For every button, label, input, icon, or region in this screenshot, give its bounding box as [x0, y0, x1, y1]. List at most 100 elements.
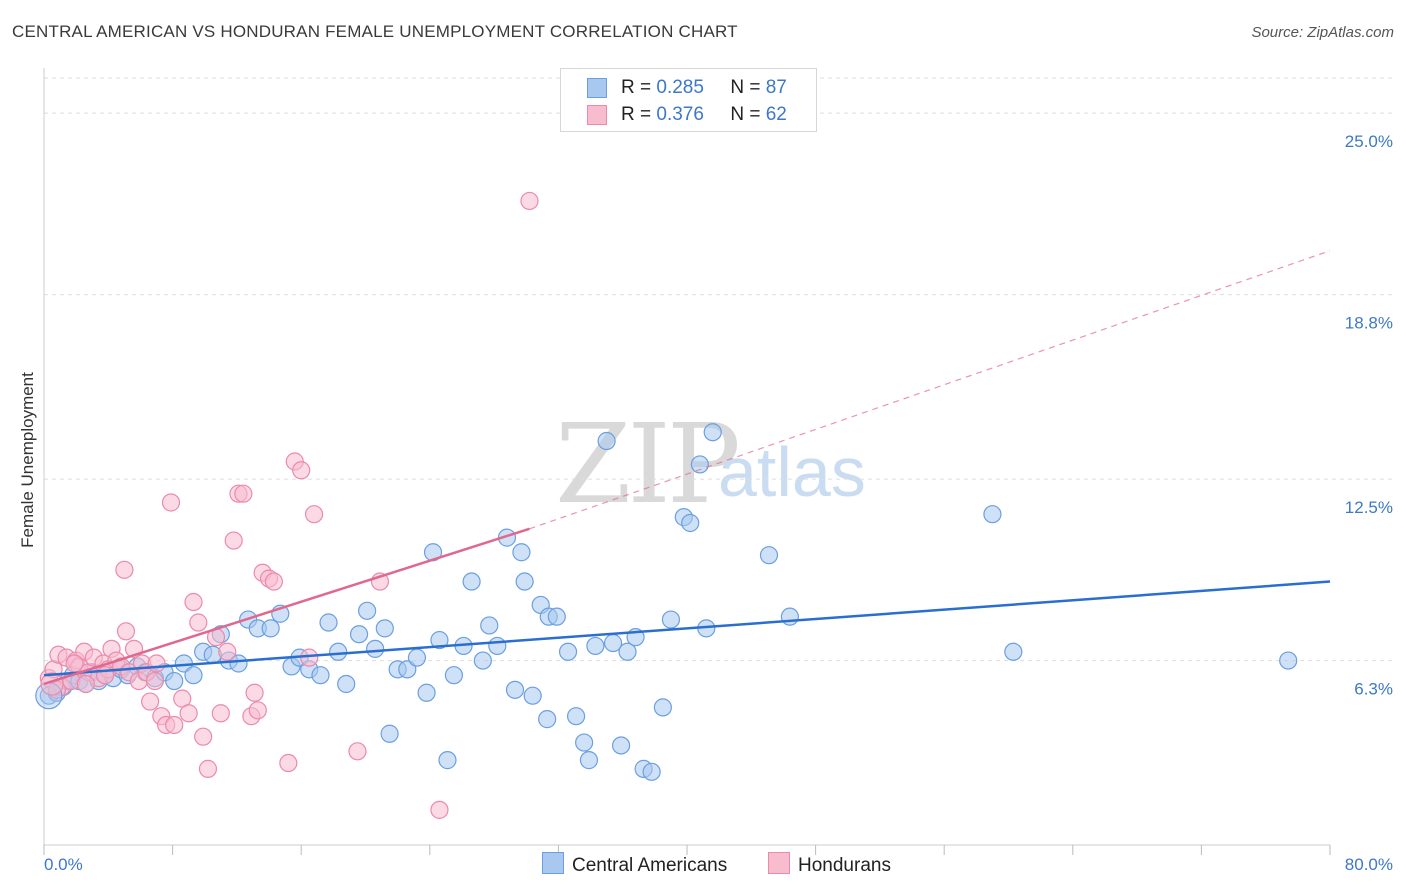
point-central-americans	[417, 683, 436, 702]
point-central-americans	[488, 636, 507, 656]
point-central-americans	[480, 616, 499, 635]
legend-swatch-blue	[542, 852, 564, 874]
point-hondurans	[304, 505, 324, 524]
point-central-americans	[473, 651, 492, 670]
point-hondurans	[520, 191, 539, 211]
point-hondurans	[194, 727, 213, 746]
point-hondurans	[218, 642, 237, 661]
point-central-americans	[319, 613, 338, 632]
y-tick-label: 25.0%	[1345, 132, 1393, 151]
point-central-americans	[337, 674, 356, 694]
legend-swatch-pink	[768, 852, 790, 874]
point-central-americans	[438, 751, 457, 770]
point-hondurans	[292, 461, 311, 480]
point-central-americans	[547, 607, 566, 626]
point-hondurans	[224, 531, 243, 550]
point-central-americans	[703, 423, 722, 442]
point-hondurans	[264, 572, 283, 591]
point-hondurans	[140, 692, 160, 711]
point-central-americans	[444, 666, 464, 685]
source-label: Source: ZipAtlas.com	[1251, 24, 1394, 41]
legend-item-central-americans: Central Americans	[542, 852, 727, 877]
legend-label: Central Americans	[572, 855, 728, 876]
point-central-americans	[575, 733, 594, 752]
point-central-americans	[184, 666, 203, 685]
point-central-americans	[407, 648, 427, 667]
point-hondurans	[348, 742, 367, 761]
correlation-legend: R = 0.285 N = 87 R = 0.376 N = 62	[560, 68, 817, 132]
point-hondurans	[300, 648, 319, 667]
point-hondurans	[198, 759, 218, 778]
n-value: 62	[765, 104, 787, 125]
x-tick-label: 0.0%	[44, 855, 83, 874]
trend-extension-hondurans	[529, 250, 1331, 530]
watermark-zip: ZIP	[555, 400, 741, 528]
point-central-americans	[358, 601, 377, 620]
point-central-americans	[261, 619, 280, 638]
point-central-americans	[566, 707, 586, 726]
legend-swatch-blue	[587, 78, 607, 98]
r-value: 0.376	[656, 104, 704, 125]
point-central-americans	[690, 455, 709, 474]
point-hondurans	[76, 674, 95, 694]
point-central-americans	[512, 543, 531, 562]
point-central-americans	[462, 572, 481, 591]
point-hondurans	[115, 560, 134, 579]
n-value: 87	[765, 77, 787, 98]
point-central-americans	[538, 710, 557, 729]
point-central-americans	[165, 671, 184, 691]
point-central-americans	[505, 680, 525, 699]
chart-title: CENTRAL AMERICAN VS HONDURAN FEMALE UNEM…	[12, 22, 738, 41]
n-label: N =	[730, 104, 761, 125]
point-central-americans	[349, 625, 369, 644]
watermark-atlas: atlas	[718, 433, 866, 511]
point-central-americans	[1004, 642, 1023, 661]
point-hondurans	[47, 680, 66, 699]
point-central-americans	[398, 660, 417, 679]
point-central-americans	[780, 607, 799, 626]
point-central-americans	[523, 686, 542, 705]
point-hondurans	[145, 671, 165, 691]
point-hondurans	[430, 800, 449, 819]
legend-item-hondurans: Hondurans	[768, 852, 891, 877]
point-hondurans	[245, 683, 264, 702]
point-hondurans	[147, 654, 166, 673]
point-central-americans	[681, 513, 700, 533]
point-central-americans	[983, 505, 1002, 524]
point-central-americans	[611, 736, 631, 755]
trend-line-central-americans	[43, 580, 1331, 677]
point-central-americans	[366, 639, 385, 658]
x-tick-label: 80.0%	[1345, 855, 1393, 874]
y-tick-label: 6.3%	[1354, 680, 1393, 699]
point-hondurans	[248, 701, 267, 720]
legend-label: Hondurans	[798, 855, 891, 876]
r-value: 0.285	[656, 77, 704, 98]
point-central-americans	[579, 751, 599, 770]
point-hondurans	[179, 704, 198, 723]
point-central-americans	[375, 619, 394, 638]
point-central-americans	[311, 666, 330, 685]
point-central-americans	[597, 431, 616, 451]
point-central-americans	[380, 724, 399, 743]
point-hondurans	[211, 704, 230, 723]
point-central-americans	[329, 642, 348, 661]
point-central-americans	[229, 654, 248, 673]
y-tick-label: 12.5%	[1345, 498, 1393, 517]
point-central-americans	[618, 642, 637, 661]
point-hondurans	[184, 592, 203, 612]
point-hondurans	[65, 654, 84, 673]
point-central-americans	[1279, 651, 1298, 670]
trend-line-hondurans	[43, 527, 530, 686]
point-central-americans	[759, 546, 779, 565]
point-central-americans	[653, 698, 672, 717]
point-hondurans	[189, 613, 208, 632]
point-central-americans	[430, 630, 449, 650]
point-central-americans	[642, 762, 661, 781]
y-tick-label: 18.8%	[1345, 314, 1393, 333]
point-hondurans	[161, 493, 181, 512]
point-central-americans	[661, 610, 681, 629]
point-hondurans	[279, 753, 298, 773]
n-label: N =	[730, 77, 761, 98]
legend-swatch-pink	[587, 105, 607, 125]
